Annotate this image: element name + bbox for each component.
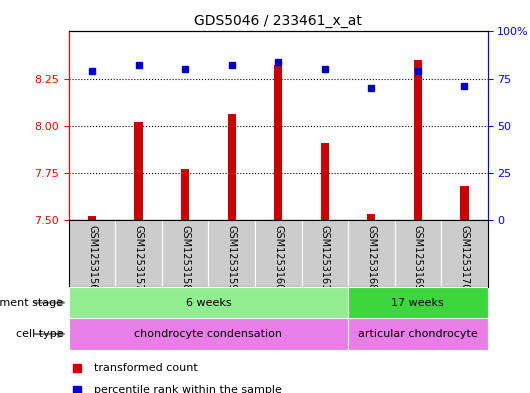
- Bar: [394, 220, 441, 287]
- Bar: [227, 114, 236, 220]
- Bar: [69, 287, 348, 318]
- Bar: [413, 60, 422, 220]
- Text: GSM1253169: GSM1253169: [413, 226, 423, 291]
- Text: cell type: cell type: [16, 329, 64, 339]
- Text: GSM1253161: GSM1253161: [320, 226, 330, 291]
- Bar: [460, 186, 469, 220]
- Bar: [88, 216, 96, 220]
- Bar: [321, 143, 329, 220]
- Text: GSM1253159: GSM1253159: [227, 226, 237, 291]
- Bar: [441, 220, 488, 287]
- Text: articular chondrocyte: articular chondrocyte: [358, 329, 478, 339]
- Bar: [367, 215, 375, 220]
- Bar: [162, 220, 208, 287]
- Bar: [348, 318, 488, 350]
- Bar: [116, 220, 162, 287]
- Text: GSM1253157: GSM1253157: [134, 226, 144, 291]
- Bar: [348, 287, 488, 318]
- Text: GSM1253160: GSM1253160: [273, 226, 283, 291]
- Text: GSM1253168: GSM1253168: [366, 226, 376, 291]
- Bar: [69, 220, 116, 287]
- Text: GSM1253170: GSM1253170: [460, 226, 470, 291]
- Bar: [208, 220, 255, 287]
- Text: GSM1253156: GSM1253156: [87, 226, 97, 291]
- Title: GDS5046 / 233461_x_at: GDS5046 / 233461_x_at: [195, 14, 362, 28]
- Bar: [274, 65, 282, 220]
- Bar: [348, 220, 394, 287]
- Text: GSM1253158: GSM1253158: [180, 226, 190, 291]
- Bar: [255, 220, 302, 287]
- Bar: [69, 318, 348, 350]
- Text: transformed count: transformed count: [94, 363, 198, 373]
- Bar: [135, 122, 143, 220]
- Text: percentile rank within the sample: percentile rank within the sample: [94, 386, 282, 393]
- Text: 6 weeks: 6 weeks: [186, 298, 231, 308]
- Text: chondrocyte condensation: chondrocyte condensation: [135, 329, 282, 339]
- Text: 17 weeks: 17 weeks: [392, 298, 444, 308]
- Bar: [181, 169, 189, 220]
- Text: development stage: development stage: [0, 298, 64, 308]
- Bar: [302, 220, 348, 287]
